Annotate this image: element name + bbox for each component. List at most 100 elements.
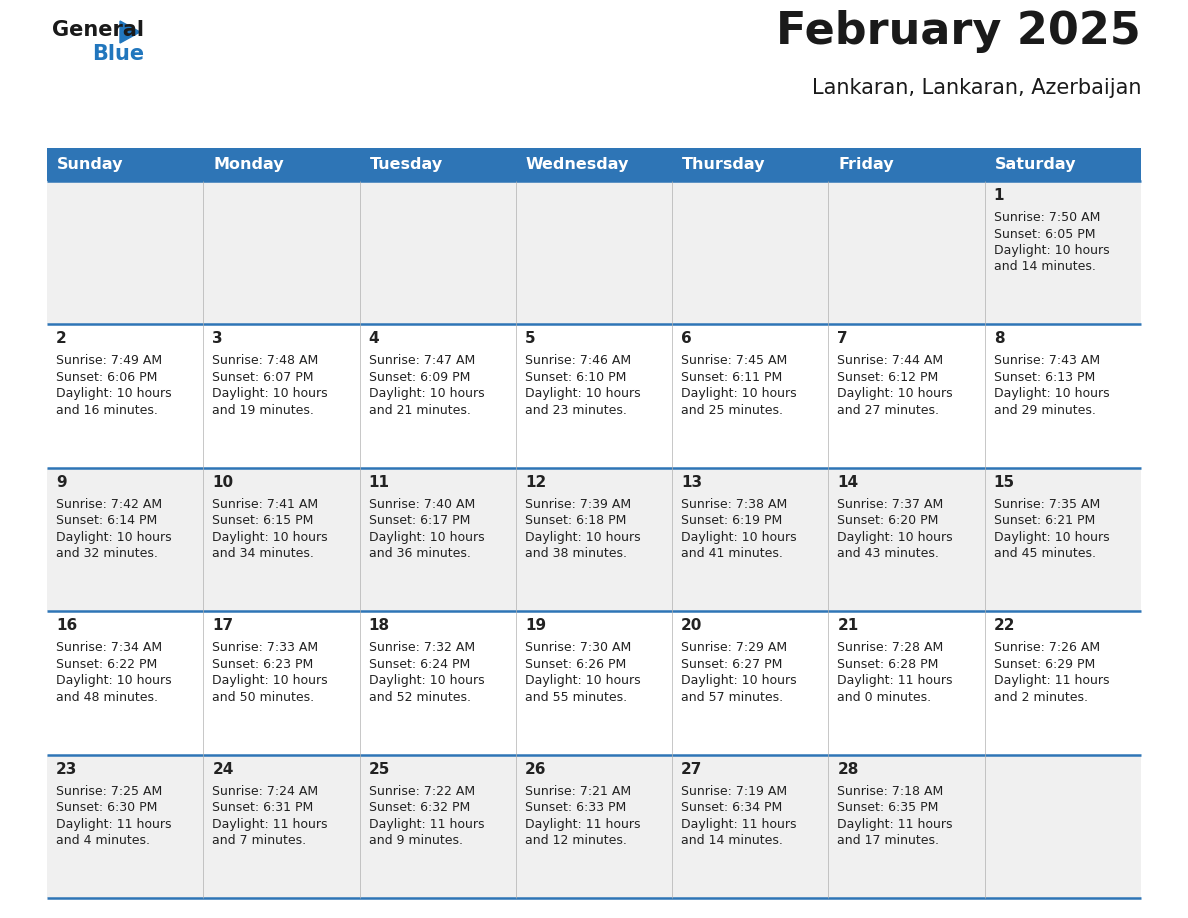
Text: and 48 minutes.: and 48 minutes.	[56, 690, 158, 704]
Text: Sunset: 6:05 PM: Sunset: 6:05 PM	[993, 228, 1095, 241]
Bar	[48, 324, 203, 468]
Bar	[516, 148, 672, 181]
Text: 4: 4	[368, 331, 379, 346]
Bar	[360, 468, 516, 611]
Text: Sunrise: 7:37 AM: Sunrise: 7:37 AM	[838, 498, 943, 510]
Text: Lankaran, Lankaran, Azerbaijan: Lankaran, Lankaran, Azerbaijan	[811, 78, 1140, 98]
Text: and 38 minutes.: and 38 minutes.	[525, 547, 627, 560]
Text: Daylight: 10 hours: Daylight: 10 hours	[525, 531, 640, 543]
Text: Daylight: 10 hours: Daylight: 10 hours	[368, 387, 485, 400]
Text: Sunset: 6:30 PM: Sunset: 6:30 PM	[56, 801, 157, 814]
Text: Sunset: 6:20 PM: Sunset: 6:20 PM	[838, 514, 939, 527]
Text: Daylight: 10 hours: Daylight: 10 hours	[368, 531, 485, 543]
Text: Sunset: 6:13 PM: Sunset: 6:13 PM	[993, 371, 1095, 384]
Text: Sunrise: 7:38 AM: Sunrise: 7:38 AM	[681, 498, 788, 510]
Text: and 7 minutes.: and 7 minutes.	[213, 834, 307, 847]
Text: Sunset: 6:35 PM: Sunset: 6:35 PM	[838, 801, 939, 814]
Text: and 4 minutes.: and 4 minutes.	[56, 834, 150, 847]
Bar	[985, 181, 1140, 324]
Bar	[672, 324, 828, 468]
Bar	[360, 324, 516, 468]
Text: Daylight: 11 hours: Daylight: 11 hours	[838, 818, 953, 831]
Bar	[985, 148, 1140, 181]
Text: 14: 14	[838, 475, 859, 490]
Text: Sunrise: 7:28 AM: Sunrise: 7:28 AM	[838, 641, 943, 655]
Bar	[516, 181, 672, 324]
Text: Sunset: 6:06 PM: Sunset: 6:06 PM	[56, 371, 157, 384]
Bar	[203, 468, 360, 611]
Text: and 50 minutes.: and 50 minutes.	[213, 690, 315, 704]
Text: Sunset: 6:23 PM: Sunset: 6:23 PM	[213, 657, 314, 671]
Text: Sunrise: 7:34 AM: Sunrise: 7:34 AM	[56, 641, 162, 655]
Bar	[360, 755, 516, 898]
Text: and 25 minutes.: and 25 minutes.	[681, 404, 783, 417]
Text: Sunrise: 7:18 AM: Sunrise: 7:18 AM	[838, 785, 943, 798]
Text: Daylight: 10 hours: Daylight: 10 hours	[525, 674, 640, 688]
Text: Sunrise: 7:24 AM: Sunrise: 7:24 AM	[213, 785, 318, 798]
Text: Sunrise: 7:39 AM: Sunrise: 7:39 AM	[525, 498, 631, 510]
Text: and 2 minutes.: and 2 minutes.	[993, 690, 1088, 704]
Text: 9: 9	[56, 475, 67, 490]
Text: Daylight: 10 hours: Daylight: 10 hours	[681, 531, 797, 543]
Text: Daylight: 10 hours: Daylight: 10 hours	[56, 387, 171, 400]
Text: Monday: Monday	[214, 157, 284, 172]
Text: Sunday: Sunday	[57, 157, 124, 172]
Bar	[203, 181, 360, 324]
Text: Sunrise: 7:47 AM: Sunrise: 7:47 AM	[368, 354, 475, 367]
Text: 24: 24	[213, 762, 234, 777]
Bar	[203, 148, 360, 181]
Text: Sunrise: 7:43 AM: Sunrise: 7:43 AM	[993, 354, 1100, 367]
Text: Saturday: Saturday	[994, 157, 1076, 172]
Text: Sunset: 6:32 PM: Sunset: 6:32 PM	[368, 801, 469, 814]
Text: 6: 6	[681, 331, 691, 346]
Bar	[360, 181, 516, 324]
Text: and 21 minutes.: and 21 minutes.	[368, 404, 470, 417]
Text: Sunset: 6:17 PM: Sunset: 6:17 PM	[368, 514, 470, 527]
Text: Sunset: 6:27 PM: Sunset: 6:27 PM	[681, 657, 783, 671]
Text: Daylight: 10 hours: Daylight: 10 hours	[56, 531, 171, 543]
Text: and 29 minutes.: and 29 minutes.	[993, 404, 1095, 417]
Text: and 41 minutes.: and 41 minutes.	[681, 547, 783, 560]
Bar	[672, 468, 828, 611]
Bar	[516, 755, 672, 898]
Bar	[48, 468, 203, 611]
Bar	[985, 468, 1140, 611]
Bar	[828, 611, 985, 755]
Text: Sunset: 6:29 PM: Sunset: 6:29 PM	[993, 657, 1095, 671]
Text: Daylight: 10 hours: Daylight: 10 hours	[681, 674, 797, 688]
Bar	[985, 611, 1140, 755]
Text: Sunset: 6:21 PM: Sunset: 6:21 PM	[993, 514, 1095, 527]
Bar	[672, 181, 828, 324]
Text: Daylight: 11 hours: Daylight: 11 hours	[993, 674, 1110, 688]
Text: 12: 12	[525, 475, 546, 490]
Text: Daylight: 11 hours: Daylight: 11 hours	[525, 818, 640, 831]
Text: and 14 minutes.: and 14 minutes.	[993, 261, 1095, 274]
Text: Sunrise: 7:26 AM: Sunrise: 7:26 AM	[993, 641, 1100, 655]
Text: Daylight: 10 hours: Daylight: 10 hours	[368, 674, 485, 688]
Text: and 0 minutes.: and 0 minutes.	[838, 690, 931, 704]
Text: Sunset: 6:31 PM: Sunset: 6:31 PM	[213, 801, 314, 814]
Text: Sunset: 6:15 PM: Sunset: 6:15 PM	[213, 514, 314, 527]
Text: 8: 8	[993, 331, 1004, 346]
Text: Daylight: 11 hours: Daylight: 11 hours	[213, 818, 328, 831]
Bar	[672, 611, 828, 755]
Text: and 43 minutes.: and 43 minutes.	[838, 547, 940, 560]
Text: Daylight: 10 hours: Daylight: 10 hours	[838, 387, 953, 400]
Text: 27: 27	[681, 762, 702, 777]
Text: Daylight: 10 hours: Daylight: 10 hours	[56, 674, 171, 688]
Bar	[516, 611, 672, 755]
Text: and 9 minutes.: and 9 minutes.	[368, 834, 462, 847]
Text: Sunset: 6:12 PM: Sunset: 6:12 PM	[838, 371, 939, 384]
Text: Daylight: 10 hours: Daylight: 10 hours	[681, 387, 797, 400]
Text: 7: 7	[838, 331, 848, 346]
Text: Sunset: 6:24 PM: Sunset: 6:24 PM	[368, 657, 469, 671]
Text: Wednesday: Wednesday	[526, 157, 630, 172]
Text: Sunset: 6:10 PM: Sunset: 6:10 PM	[525, 371, 626, 384]
Bar	[985, 324, 1140, 468]
Text: 23: 23	[56, 762, 77, 777]
Text: 2: 2	[56, 331, 67, 346]
Bar	[828, 181, 985, 324]
Text: Daylight: 10 hours: Daylight: 10 hours	[525, 387, 640, 400]
Bar	[672, 148, 828, 181]
Text: Sunrise: 7:50 AM: Sunrise: 7:50 AM	[993, 211, 1100, 224]
